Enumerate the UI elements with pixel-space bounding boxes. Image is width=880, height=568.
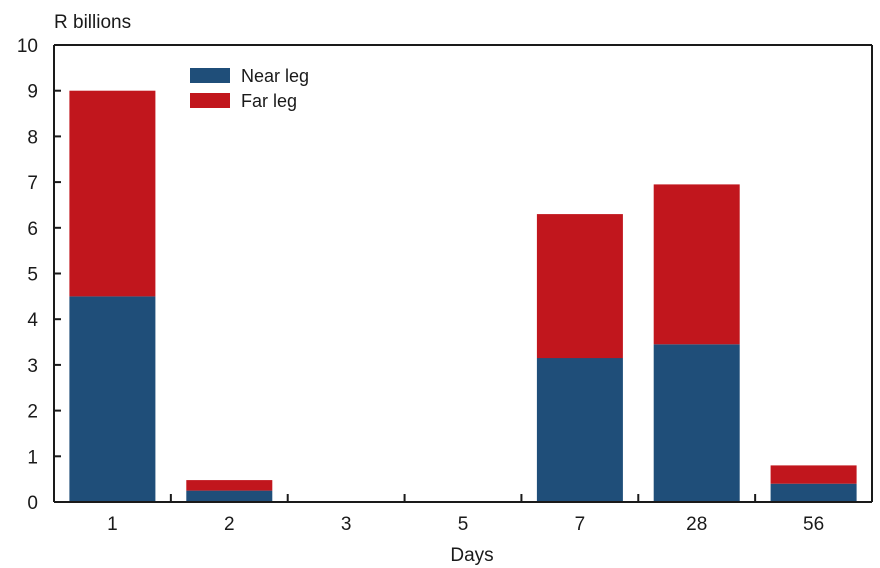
bar-far-leg-day-28 — [653, 184, 740, 345]
x-tick-label: 28 — [686, 514, 707, 535]
y-tick-label: 0 — [27, 493, 38, 514]
x-tick-label: 1 — [107, 514, 118, 535]
y-tick-label: 7 — [27, 173, 38, 194]
bar-far-leg-day-7 — [536, 214, 623, 359]
y-tick-label: 6 — [27, 219, 38, 240]
y-tick-label: 9 — [27, 82, 38, 103]
bars-layer — [69, 90, 857, 502]
x-tick-labels: 1 2 3 5 7 28 56 — [107, 514, 824, 535]
y-axis-title: R billions — [54, 12, 131, 33]
legend-label-far-leg: Far leg — [241, 91, 297, 111]
bar-near-leg-day-2 — [186, 490, 273, 502]
y-tick-labels: 0 1 2 3 4 5 6 7 8 9 10 — [17, 36, 39, 514]
x-tick-label: 56 — [803, 514, 824, 535]
x-tick-label: 2 — [224, 514, 235, 535]
x-tick-label: 3 — [341, 514, 352, 535]
legend: Near leg Far leg — [190, 66, 309, 111]
bar-near-leg-day-28 — [653, 344, 740, 502]
axes-layer — [53, 44, 873, 503]
x-axis-title: Days — [450, 545, 493, 566]
bar-near-leg-day-1 — [69, 296, 156, 502]
bar-near-leg-day-7 — [536, 358, 623, 502]
y-tick-label: 4 — [27, 310, 38, 331]
y-tick-label: 2 — [27, 402, 38, 423]
y-tick-label: 10 — [17, 36, 38, 57]
x-tick-label: 7 — [575, 514, 586, 535]
y-tick-label: 5 — [27, 265, 38, 286]
legend-swatch-far-leg — [190, 93, 230, 108]
x-tick-label: 5 — [458, 514, 469, 535]
legend-label-near-leg: Near leg — [241, 66, 309, 86]
y-tick-label: 8 — [27, 127, 38, 148]
bar-near-leg-day-56 — [770, 483, 857, 502]
bar-far-leg-day-2 — [186, 480, 273, 491]
y-tick-label: 3 — [27, 356, 38, 377]
y-tick-label: 1 — [27, 447, 38, 468]
legend-swatch-near-leg — [190, 68, 230, 83]
bar-far-leg-day-1 — [69, 90, 156, 297]
bar-far-leg-day-56 — [770, 465, 857, 484]
